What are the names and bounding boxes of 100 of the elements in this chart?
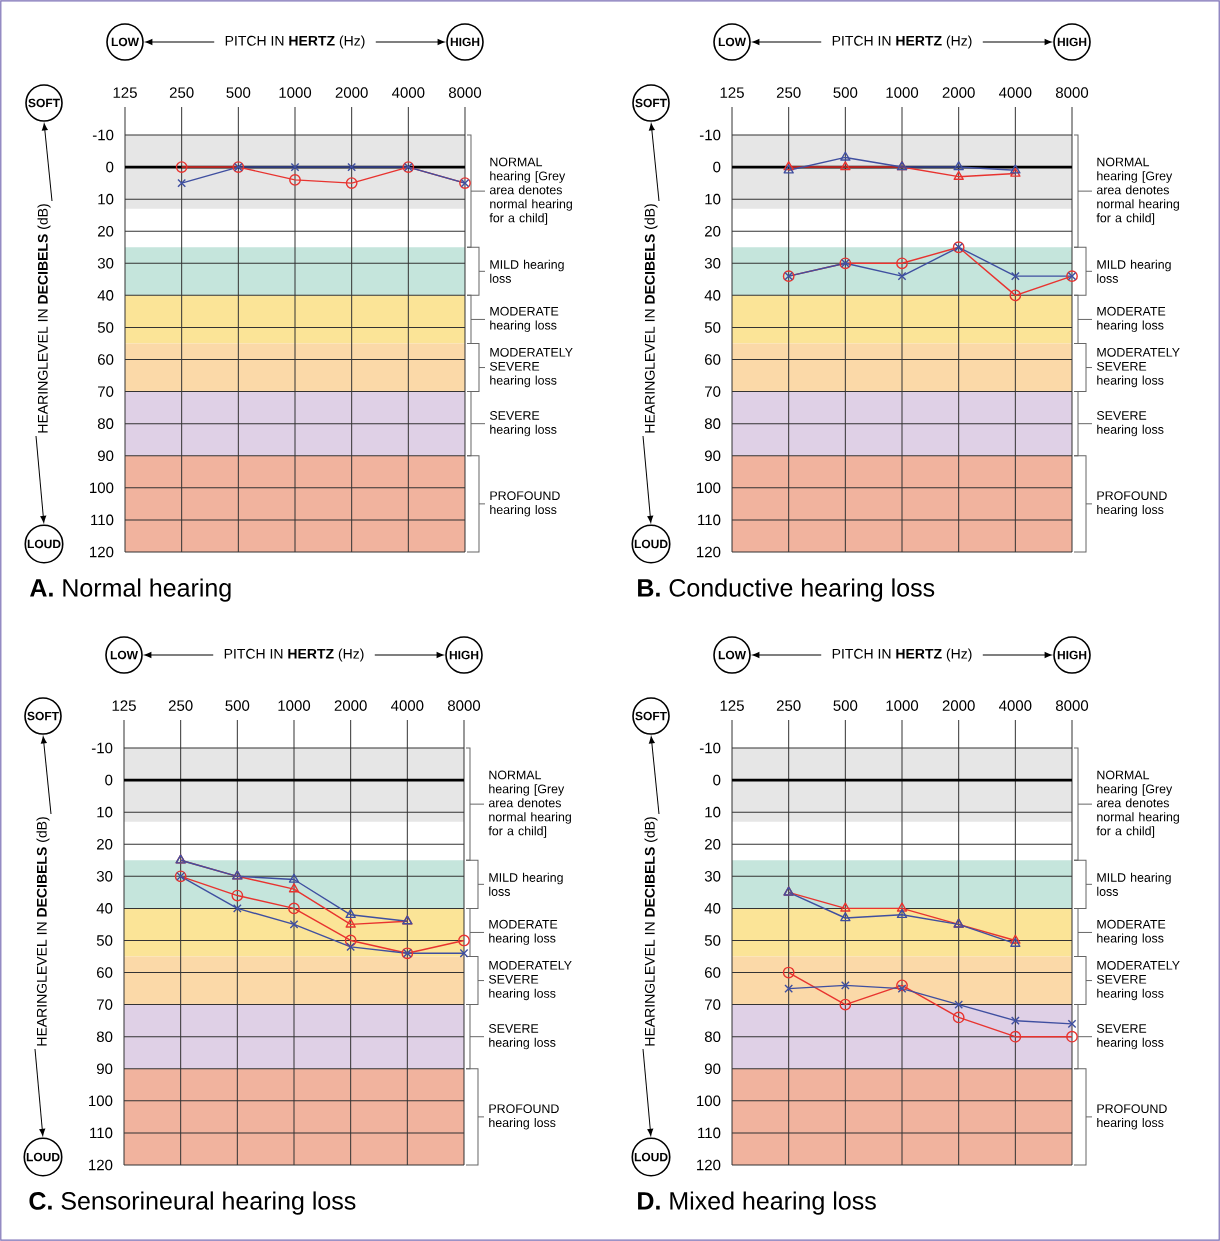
band-label: MILD hearing loss (1097, 259, 1171, 283)
y-tick-label: 0 (106, 161, 114, 173)
y-tick-label: 30 (97, 257, 114, 269)
y-tick-label: 30 (96, 870, 113, 882)
y-tick-label: 120 (697, 546, 721, 558)
y-tick-label: 40 (97, 290, 114, 301)
text: HIGH (1057, 650, 1087, 660)
y-tick-label: 100 (90, 482, 114, 494)
y-tick-label: 50 (96, 935, 113, 946)
y-tick-label: 40 (704, 290, 721, 301)
y-tick-label: 100 (89, 1095, 113, 1107)
x-tick-label: 2000 (942, 700, 975, 711)
y-tick-label: 40 (96, 903, 113, 914)
x-tick-label: 1000 (278, 700, 311, 711)
x-tick-label: 1000 (886, 700, 919, 711)
band-label: NORMAL hearing [Grey area denotes normal hearing for a child] (488, 770, 571, 838)
text: HIGH (449, 650, 479, 660)
band-label: MILD hearing loss (489, 872, 563, 896)
text: SOFT (27, 711, 59, 721)
y-axis-title: HEARINGLEVEL IN DECIBELS (dB) (36, 817, 50, 1046)
y-tick-label: 60 (705, 354, 721, 365)
x-tick-label: 125 (112, 700, 136, 711)
band-label: PROFOUND hearing loss (1097, 1104, 1167, 1130)
text: LOW (111, 37, 139, 47)
y-axis-title: HEARINGLEVEL IN DECIBELS (dB) (644, 204, 658, 433)
y-tick-label: 120 (89, 1159, 113, 1171)
text: LOUD (634, 1152, 668, 1162)
y-tick-label: 20 (97, 838, 113, 850)
band-label: NORMAL hearing [Grey area denotes normal hearing for a child] (489, 157, 572, 225)
y-tick-label: 10 (97, 806, 113, 818)
band-label: PROFOUND hearing loss (1097, 491, 1167, 517)
x-tick-label: 2000 (334, 700, 367, 711)
y-tick-label: 90 (704, 450, 721, 462)
x-tick-label: 250 (168, 700, 193, 711)
y-tick-label: 110 (91, 514, 114, 526)
x-tick-label: 1000 (886, 87, 919, 98)
x-tick-label: 4000 (999, 87, 1032, 98)
band-label: SEVERE hearing loss (1096, 1024, 1164, 1050)
band-label: PROFOUND hearing loss (490, 491, 560, 517)
x-tick-label: 4000 (390, 700, 424, 711)
band-label: MODERATE hearing loss (489, 919, 558, 946)
band-label: SEVERE hearing loss (1096, 411, 1164, 437)
band-label: SEVERE hearing loss (489, 411, 557, 437)
x-tick-label: 4000 (391, 87, 425, 98)
text: HIGH (450, 37, 480, 47)
text: SOFT (635, 98, 667, 108)
x-tick-label: 4000 (999, 700, 1032, 711)
text: LOW (718, 650, 747, 660)
y-tick-label: 70 (705, 999, 721, 1010)
y-tick-label: 100 (697, 1095, 721, 1107)
x-tick-label: 250 (169, 87, 194, 98)
y-tick-label: 80 (704, 1031, 721, 1043)
y-tick-label: 90 (97, 450, 114, 462)
band-label: MODERATELY SEVERE hearing loss (488, 960, 572, 1001)
x-tick-label: 500 (833, 700, 858, 711)
y-tick-label: 50 (97, 322, 114, 333)
text: HIGH (1057, 37, 1087, 47)
x-tick-label: 125 (720, 700, 744, 711)
y-tick-label: 10 (98, 193, 114, 205)
y-tick-label: -10 (91, 742, 113, 754)
text: LOUD (27, 539, 61, 549)
y-tick-label: 20 (98, 225, 114, 237)
y-tick-label: 120 (90, 546, 114, 558)
y-tick-label: 120 (697, 1159, 721, 1171)
band-label: MODERATELY SEVERE hearing loss (1096, 960, 1180, 1001)
band-label: NORMAL hearing [Grey area denotes normal hearing for a child] (1096, 770, 1179, 838)
text: LOUD (26, 1152, 60, 1162)
y-tick-label: 70 (97, 999, 113, 1010)
y-tick-label: -10 (699, 742, 721, 754)
y-tick-label: 10 (705, 193, 721, 205)
x-tick-label: 8000 (447, 700, 481, 711)
y-tick-label: 40 (704, 903, 721, 914)
y-tick-label: 110 (90, 1127, 113, 1139)
y-tick-label: 50 (704, 935, 721, 946)
y-tick-label: 70 (705, 386, 721, 397)
band-label: SEVERE hearing loss (488, 1024, 556, 1050)
x-axis-title: PITCH IN HERTZ (Hz) (832, 35, 972, 49)
x-axis-title: PITCH IN HERTZ (Hz) (224, 648, 364, 662)
y-axis-title: HEARINGLEVEL IN DECIBELS (dB) (644, 817, 658, 1046)
band-label: MILD hearing loss (1097, 872, 1171, 896)
x-tick-label: 8000 (448, 87, 482, 98)
y-tick-label: 60 (705, 967, 721, 978)
band-label: MODERATELY SEVERE hearing loss (1096, 347, 1180, 388)
x-tick-label: 500 (225, 700, 250, 711)
y-tick-label: -10 (699, 129, 721, 141)
y-tick-label: 0 (713, 774, 721, 786)
x-tick-label: 125 (720, 87, 744, 98)
text: C. Sensorineural hearing loss (29, 1191, 356, 1215)
y-tick-label: 110 (698, 1127, 721, 1139)
band-label: MODERATE hearing loss (1097, 306, 1166, 333)
text: LOW (110, 650, 138, 660)
y-tick-label: 0 (713, 161, 721, 173)
x-tick-label: 8000 (1055, 700, 1089, 711)
text: SOFT (28, 98, 60, 108)
text: SOFT (635, 711, 667, 721)
x-tick-label: 125 (113, 87, 137, 98)
y-tick-label: 80 (97, 418, 114, 429)
y-tick-label: 110 (698, 514, 721, 526)
band-label: MODERATELY SEVERE hearing loss (489, 347, 573, 388)
y-tick-label: 70 (98, 386, 114, 397)
